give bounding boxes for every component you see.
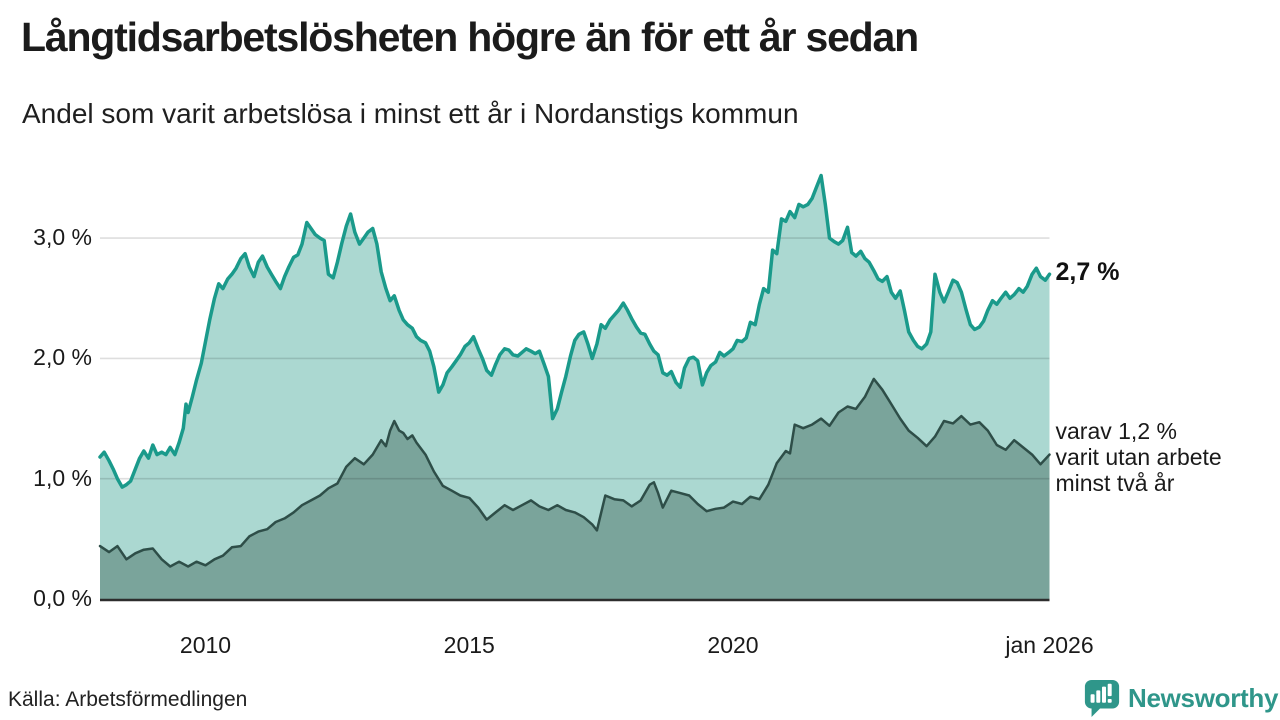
x-tick-2010: 2010: [179, 632, 232, 658]
x-tick-2015: 2015: [443, 632, 495, 658]
end-value-label-one-year: 2,7 %: [1055, 258, 1120, 287]
y-tick-1: 1,0 %: [33, 464, 92, 491]
annotation-line-3: minst två år: [1055, 469, 1175, 496]
y-tick-2: 2,0 %: [33, 344, 92, 371]
gridlines: [100, 237, 1050, 480]
line-unemployed-one-year: [98, 173, 1052, 489]
annotation-line-2: varit utan arbete: [1055, 443, 1222, 470]
source-note: Källa: Arbetsförmedlingen: [8, 688, 248, 711]
x-tick-2020: 2020: [707, 632, 759, 658]
area-unemployed-two-years: [100, 378, 1050, 599]
line-unemployed-two-years: [98, 377, 1051, 568]
newsworthy-logo: Newsworthy: [1083, 678, 1278, 718]
page-subtitle: Andel som varit arbetslösa i minst ett å…: [22, 98, 799, 129]
page-title: Långtidsarbetslösheten högre än för ett …: [21, 14, 919, 60]
annotation-line-1: varav 1,2 %: [1055, 417, 1177, 444]
newsworthy-bubble-icon: [1084, 679, 1120, 717]
x-tick-jan-2026: jan 2026: [1005, 632, 1094, 658]
end-value-label-two-years: varav 1,2 % varit utan arbete minst två …: [1056, 418, 1222, 496]
y-tick-0: 0,0 %: [33, 585, 92, 611]
y-tick-3: 3,0 %: [33, 224, 92, 251]
newsworthy-wordmark: Newsworthy: [1128, 682, 1279, 713]
